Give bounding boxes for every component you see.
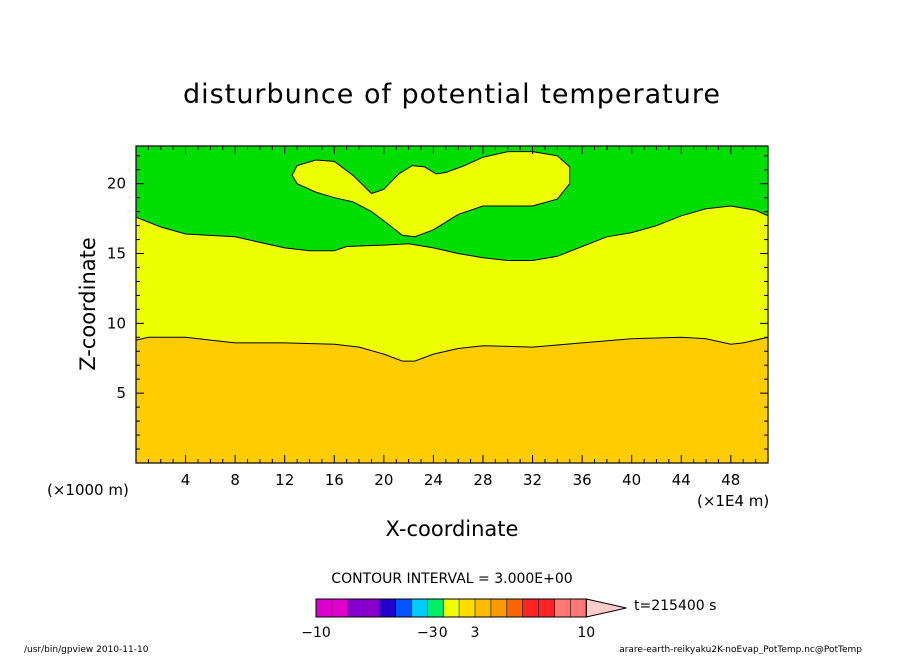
x-tick-label: 40 bbox=[622, 471, 641, 489]
plot-frame bbox=[135, 145, 769, 464]
colorbar-swatch bbox=[490, 599, 507, 617]
lower-contour-line bbox=[135, 336, 769, 362]
upper-contour-line bbox=[135, 205, 769, 261]
y-tick-label: 5 bbox=[116, 384, 126, 402]
x-tick-label: 16 bbox=[325, 471, 344, 489]
x-scale-note: (×1E4 m) bbox=[697, 492, 769, 510]
x-tick-label: 20 bbox=[374, 471, 393, 489]
x-tick-label: 36 bbox=[573, 471, 592, 489]
y-scale-note: (×1000 m) bbox=[47, 481, 129, 499]
colorbar-swatch bbox=[411, 599, 428, 617]
y-tick-label: 15 bbox=[107, 245, 126, 263]
colorbar-label: 10 bbox=[577, 625, 595, 641]
colorbar-swatch bbox=[316, 599, 332, 617]
lower-band-fill bbox=[136, 337, 768, 463]
x-tick-label: 32 bbox=[523, 471, 542, 489]
colorbar-swatch bbox=[459, 599, 475, 617]
x-tick-label: 28 bbox=[473, 471, 492, 489]
x-axis-label: X-coordinate bbox=[386, 517, 519, 541]
colorbar-label: 3 bbox=[471, 625, 480, 641]
plot-area bbox=[135, 145, 769, 464]
colorbar-swatch bbox=[443, 599, 460, 617]
contour-interval-label: CONTOUR INTERVAL = 3.000E+00 bbox=[331, 571, 572, 587]
y-axis-label: Z-coordinate bbox=[76, 237, 100, 371]
y-tick-label: 20 bbox=[107, 175, 126, 193]
colorbar-frame bbox=[315, 598, 587, 618]
colorbar-swatch bbox=[395, 599, 412, 617]
colorbar-swatch bbox=[554, 599, 571, 617]
colorbar-swatch bbox=[475, 599, 491, 617]
colorbar-label: 0 bbox=[439, 625, 448, 641]
footer-left: /usr/bin/gpview 2010-11-10 bbox=[24, 645, 149, 654]
colorbar-swatch bbox=[538, 599, 555, 617]
colorbar-swatch bbox=[522, 599, 539, 617]
time-label: t=215400 s bbox=[634, 598, 716, 614]
colorbar-swatch bbox=[506, 599, 523, 617]
y-tick-label: 10 bbox=[107, 314, 126, 332]
x-tick-label: 24 bbox=[424, 471, 443, 489]
footer-right: arare-earth-reikyaku2K-noEvap_PotTemp.nc… bbox=[619, 645, 862, 654]
x-tick-label: 44 bbox=[672, 471, 691, 489]
colorbar-swatch bbox=[331, 599, 348, 617]
colorbar-swatch bbox=[347, 599, 364, 617]
colorbar-swatch bbox=[379, 599, 396, 617]
colorbar-label: −10 bbox=[301, 625, 331, 641]
upper-island-contour bbox=[291, 151, 571, 238]
colorbar-label: −3 bbox=[417, 625, 438, 641]
colorbar: −10 −3 0 3 10 bbox=[301, 598, 627, 641]
colorbar-swatch bbox=[570, 599, 587, 617]
colorbar-swatch bbox=[427, 599, 444, 617]
chart-title: disturbunce of potential temperature bbox=[183, 79, 721, 110]
x-tick-label: 48 bbox=[721, 471, 740, 489]
x-tick-label: 8 bbox=[230, 471, 240, 489]
x-tick-label: 12 bbox=[275, 471, 294, 489]
colorbar-swatch bbox=[363, 599, 380, 617]
x-tick-label: 4 bbox=[181, 471, 191, 489]
